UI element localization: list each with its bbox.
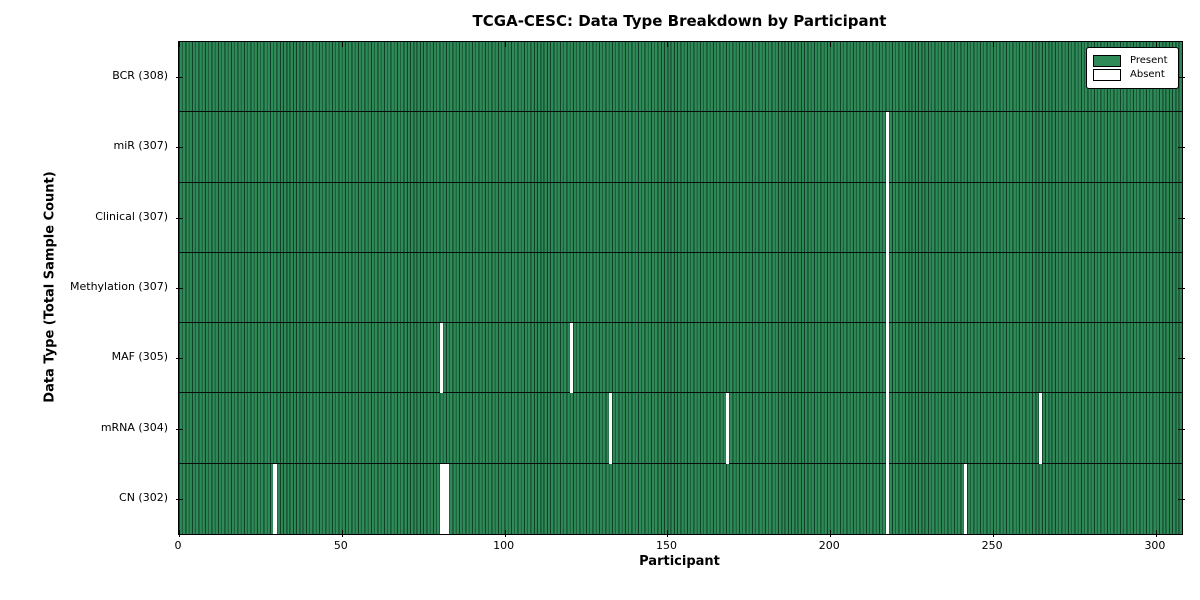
x-tick-label-0: 0 xyxy=(174,539,182,552)
y-tick-mark xyxy=(176,428,183,430)
y-tick-mark xyxy=(176,358,183,360)
y-tick-mark xyxy=(1178,77,1185,79)
x-tick-mark-bottom xyxy=(1155,530,1157,537)
y-tick-mark xyxy=(1178,358,1185,360)
legend-label: Absent xyxy=(1130,69,1165,80)
x-tick-label-150: 150 xyxy=(655,539,677,552)
x-tick-mark-top xyxy=(504,42,506,47)
absent-gap-mrna-168 xyxy=(726,393,730,464)
absent-gap-cn-217 xyxy=(885,463,889,534)
x-tick-label-300: 300 xyxy=(1144,539,1166,552)
y-tick-mark xyxy=(176,288,183,289)
absent-gap-mrna-217 xyxy=(885,393,889,464)
x-tick-mark-top xyxy=(993,42,995,47)
x-tick-mark-bottom xyxy=(667,530,669,537)
y-tick-label-methylation: Methylation (307) xyxy=(70,280,168,293)
y-tick-label-maf: MAF (305) xyxy=(111,350,168,364)
y-tick-mark xyxy=(1178,288,1185,289)
legend: Present Absent xyxy=(1086,47,1179,89)
x-tick-mark-bottom xyxy=(341,530,343,537)
y-tick-mark xyxy=(176,77,183,79)
absent-gap-cn-241 xyxy=(963,463,968,534)
absent-gap-cn-81 xyxy=(442,463,447,534)
absent-gap-cn-29 xyxy=(273,463,277,534)
y-tick-mark xyxy=(1178,498,1185,500)
x-tick-mark-bottom xyxy=(830,530,832,537)
y-tick-label-cn: CN (302) xyxy=(119,490,168,504)
x-tick-mark-top xyxy=(667,42,669,47)
x-tick-label-50: 50 xyxy=(333,539,348,552)
y-tick-mark xyxy=(1178,217,1185,219)
present-swatch-icon xyxy=(1093,55,1121,67)
absent-gap-maf-217 xyxy=(885,323,889,394)
x-tick-label-250: 250 xyxy=(981,539,1003,552)
row-clinical xyxy=(179,183,1182,253)
row-bcr xyxy=(179,42,1182,113)
row-methylation xyxy=(179,253,1182,324)
x-tick-mark-top xyxy=(341,42,343,47)
x-tick-mark-top xyxy=(830,42,832,47)
absent-gap-mrna-264 xyxy=(1038,393,1042,464)
x-tick-label-200: 200 xyxy=(818,539,840,552)
absent-swatch-icon xyxy=(1093,69,1121,81)
legend-entry-present: Present xyxy=(1093,55,1172,67)
row-maf xyxy=(179,323,1182,394)
legend-entry-absent: Absent xyxy=(1093,69,1172,81)
absent-gap-mrna-132 xyxy=(608,393,613,464)
legend-label: Present xyxy=(1130,55,1168,66)
x-tick-mark-bottom xyxy=(179,530,180,537)
absent-gap-clinical-217 xyxy=(885,182,889,253)
y-tick-label-bcr: BCR (308) xyxy=(112,69,168,83)
y-tick-mark xyxy=(176,498,183,500)
row-mrna xyxy=(179,393,1182,464)
chart-title: TCGA-CESC: Data Type Breakdown by Partic… xyxy=(472,12,887,30)
x-tick-mark-bottom xyxy=(504,530,506,537)
y-tick-mark xyxy=(176,217,183,219)
row-cn xyxy=(179,464,1182,534)
absent-gap-methylation-217 xyxy=(885,252,889,324)
plot-area xyxy=(176,41,1185,537)
x-axis-label: Participant xyxy=(639,554,720,569)
absent-gap-cn-80 xyxy=(439,463,443,534)
y-tick-mark xyxy=(1178,428,1185,430)
y-tick-label-clinical: Clinical (307) xyxy=(95,209,168,223)
y-tick-label-mrna: mRNA (304) xyxy=(100,420,168,434)
y-tick-mark xyxy=(176,147,183,149)
absent-gap-maf-80 xyxy=(439,323,443,394)
x-tick-label-100: 100 xyxy=(493,539,515,552)
y-tick-mark xyxy=(1178,147,1185,149)
absent-gap-mir-217 xyxy=(885,112,889,183)
absent-gap-cn-82 xyxy=(446,463,450,534)
absent-gap-maf-120 xyxy=(569,323,574,394)
x-tick-mark-bottom xyxy=(993,530,995,537)
x-tick-mark-top xyxy=(179,42,180,47)
row-mir xyxy=(179,112,1182,183)
x-tick-mark-top xyxy=(1155,42,1157,47)
y-tick-label-mir: miR (307) xyxy=(113,139,169,153)
